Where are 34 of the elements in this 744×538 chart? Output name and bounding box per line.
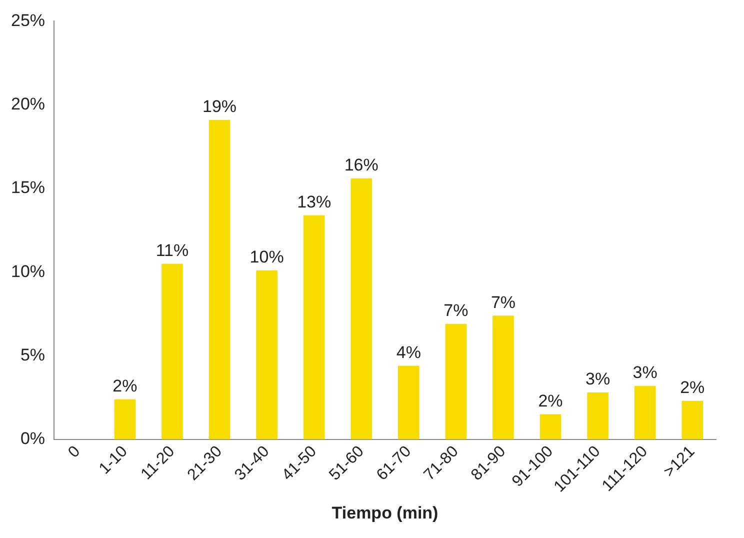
data-label: 3%	[632, 363, 658, 382]
data-label: 19%	[202, 97, 237, 116]
y-tick-label: 0%	[20, 429, 46, 448]
bar	[303, 215, 325, 440]
bar	[162, 264, 183, 440]
bar	[540, 414, 562, 440]
data-label: 2%	[112, 376, 138, 396]
y-tick-label: 10%	[10, 262, 46, 281]
data-label: 2%	[538, 391, 563, 410]
bar	[256, 270, 278, 440]
data-label: 11%	[156, 240, 189, 260]
data-label: 7%	[444, 301, 468, 320]
bar	[350, 178, 372, 440]
bar	[634, 386, 656, 440]
y-tick-label: 15%	[10, 178, 46, 198]
bar	[587, 392, 608, 440]
data-label: 3%	[586, 370, 610, 389]
bar	[114, 399, 136, 440]
x-axis-title: Tiempo (min)	[332, 503, 438, 522]
y-tick-label: 5%	[20, 345, 46, 364]
data-label: 4%	[396, 342, 421, 362]
bar	[445, 324, 467, 440]
data-label: 7%	[490, 292, 516, 312]
data-label: 16%	[344, 156, 378, 175]
data-label: 13%	[297, 192, 332, 212]
bar	[682, 400, 703, 440]
data-label: 2%	[680, 378, 705, 398]
bar	[492, 316, 514, 440]
bar	[208, 120, 230, 440]
data-label: 10%	[250, 248, 284, 267]
x-tick-label: 0	[65, 442, 84, 462]
bar	[398, 366, 420, 440]
y-tick-label: 20%	[10, 94, 46, 114]
y-tick-label: 25%	[10, 10, 46, 30]
